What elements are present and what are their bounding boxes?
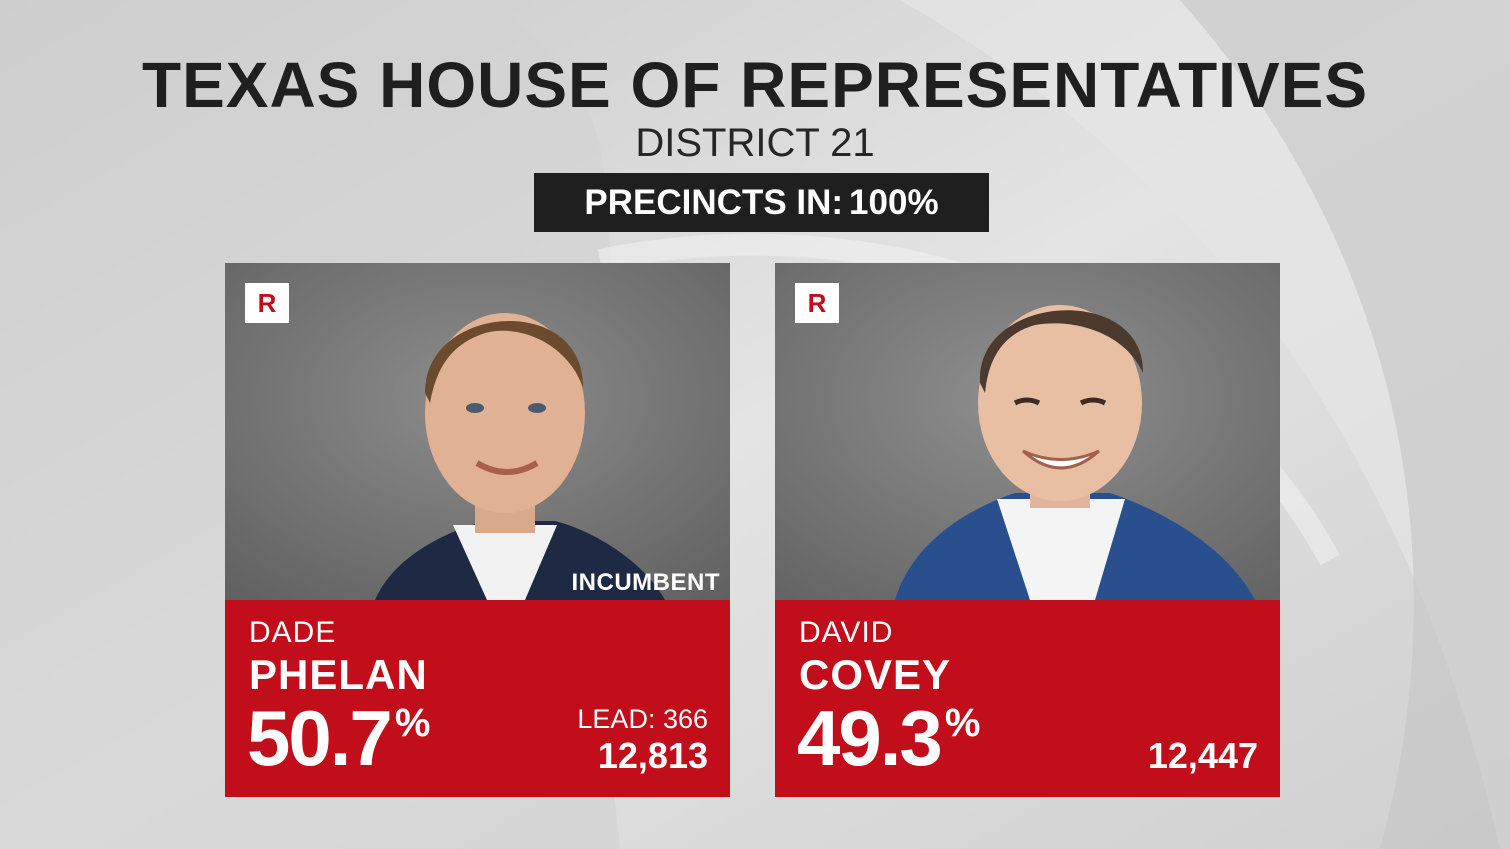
precincts-value: 100% — [849, 182, 939, 222]
party-badge: R — [795, 283, 839, 323]
candidate-results-panel: DAVID COVEY 49.3% 12,447 — [775, 600, 1280, 797]
candidate-first-name: DADE — [249, 616, 337, 649]
percent-sign: % — [394, 701, 431, 745]
candidate-last-name: PHELAN — [249, 651, 428, 698]
precincts-label: PRECINCTS IN: — [584, 182, 844, 222]
incumbent-tag: INCUMBENT — [571, 569, 720, 596]
percent-sign: % — [944, 701, 981, 745]
candidate-card-phelan: R INCUMBENT DADE PHELAN 50.7% LEAD: 366 … — [225, 263, 730, 797]
candidate-card-covey: R DAVID COVEY 49.3% 12,447 — [775, 263, 1280, 797]
page-title: TEXAS HOUSE OF REPRESENTATIVES — [141, 49, 1369, 121]
party-badge: R — [245, 283, 289, 323]
candidate-photo — [225, 263, 730, 600]
lead-margin: LEAD: 366 — [577, 704, 708, 734]
vote-count: 12,813 — [597, 735, 708, 776]
vote-percent-value: 50.7 — [247, 694, 393, 782]
vote-percent: 49.3% — [797, 695, 980, 781]
candidate-photo — [775, 263, 1280, 600]
vote-count: 12,447 — [1147, 735, 1258, 776]
candidate-results-panel: DADE PHELAN 50.7% LEAD: 366 12,813 — [225, 600, 730, 797]
district-subtitle: DISTRICT 21 — [635, 121, 875, 165]
vote-percent: 50.7% — [247, 695, 430, 781]
precincts-badge: PRECINCTS IN: 100% — [534, 173, 989, 232]
candidate-last-name: COVEY — [799, 651, 952, 698]
vote-percent-value: 49.3 — [797, 694, 943, 782]
candidate-first-name: DAVID — [799, 616, 894, 649]
